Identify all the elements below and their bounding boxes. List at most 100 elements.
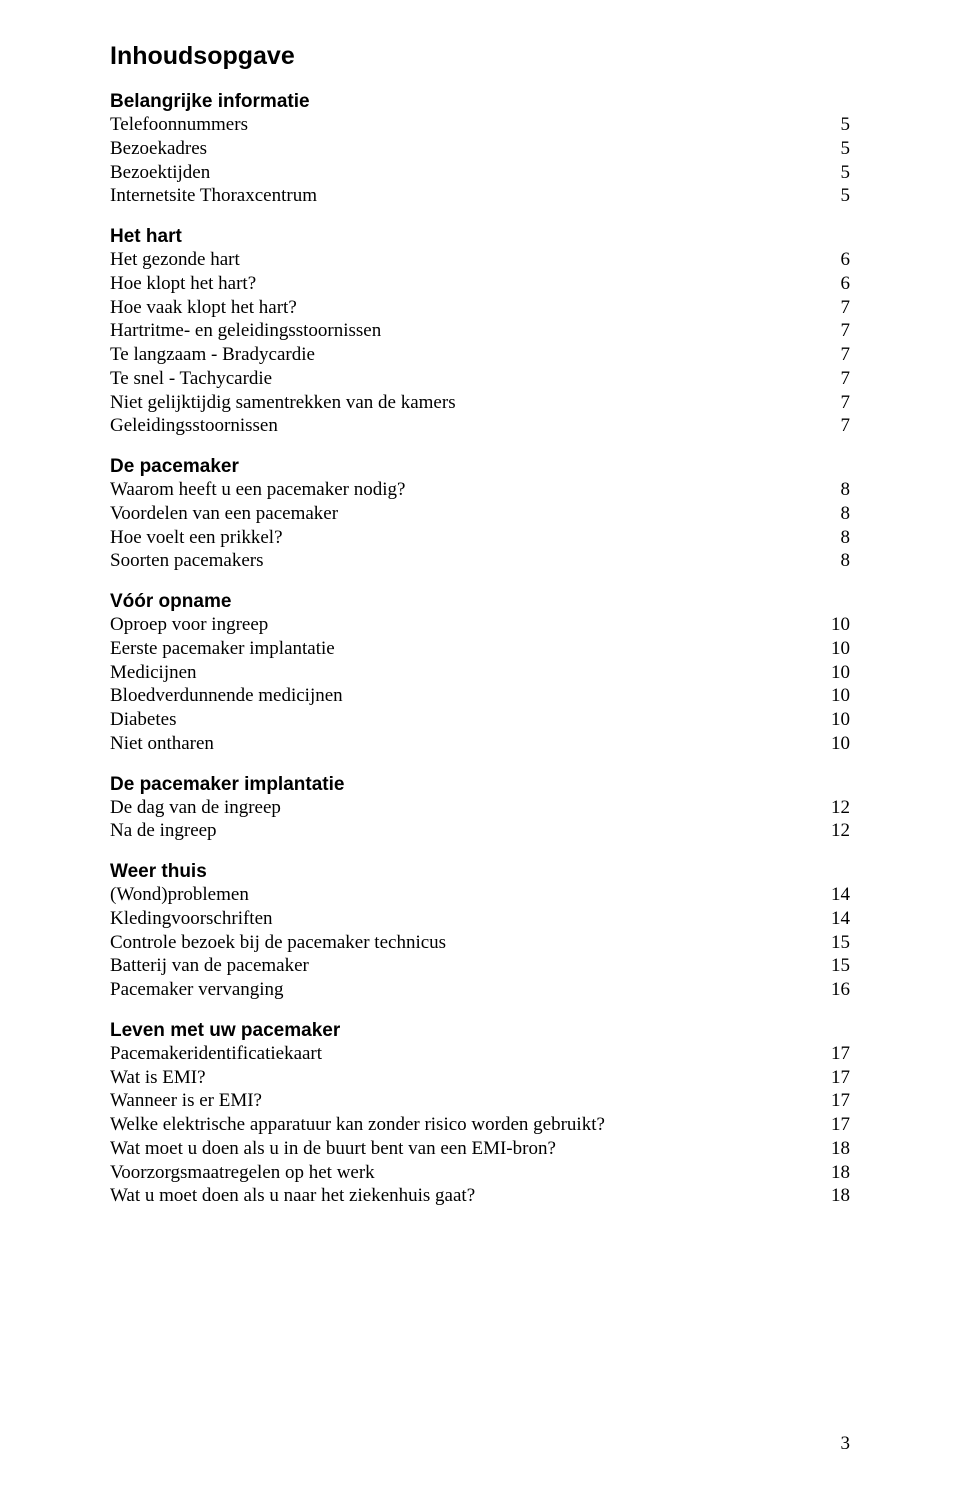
toc-entry-page: 10 [831,732,850,756]
toc-entry: Hoe klopt het hart? 6 [110,272,850,296]
toc-entry-page: 12 [831,819,850,843]
toc-entry-label: Wanneer is er EMI? [110,1089,815,1113]
toc-entry-page: 7 [841,414,851,438]
toc-entry-label: Te snel - Tachycardie [110,367,825,391]
toc-entry-page: 5 [841,161,851,185]
toc-entry-label: Voordelen van een pacemaker [110,502,825,526]
toc-entry-page: 10 [831,613,850,637]
toc-entry-label: Het gezonde hart [110,248,825,272]
section-heading: Het hart [110,226,850,248]
toc-entry: Voordelen van een pacemaker 8 [110,502,850,526]
toc-entry-page: 17 [831,1042,850,1066]
toc-entry-page: 7 [841,319,851,343]
toc-entry: Te snel - Tachycardie 7 [110,367,850,391]
toc-entry-label: Eerste pacemaker implantatie [110,637,815,661]
document-title: Inhoudsopgave [110,42,850,71]
toc-entry-label: Kledingvoorschriften [110,907,815,931]
toc-entry-page: 5 [841,184,851,208]
toc-entry-page: 10 [831,637,850,661]
toc-entry: Batterij van de pacemaker 15 [110,954,850,978]
toc-entry-page: 8 [841,478,851,502]
toc-entry: Controle bezoek bij de pacemaker technic… [110,931,850,955]
toc-entry: (Wond)problemen14 [110,883,850,907]
toc-entry-label: Voorzorgsmaatregelen op het werk [110,1161,815,1185]
toc-entry-page: 10 [831,708,850,732]
toc-entry-page: 16 [831,978,850,1002]
toc-entry: Pacemaker vervanging16 [110,978,850,1002]
toc-entry-page: 6 [841,272,851,296]
toc-entry: Na de ingreep 12 [110,819,850,843]
toc-entry-page: 12 [831,796,850,820]
toc-entry: Geleidingsstoornissen 7 [110,414,850,438]
toc-entry-label: Soorten pacemakers [110,549,825,573]
toc-entry: Oproep voor ingreep 10 [110,613,850,637]
toc-entry: Eerste pacemaker implantatie 10 [110,637,850,661]
toc-entry-page: 8 [841,526,851,550]
toc-container: Belangrijke informatieTelefoonnummers5Be… [110,91,850,1208]
toc-entry-page: 7 [841,391,851,415]
toc-entry: Waarom heeft u een pacemaker nodig? 8 [110,478,850,502]
toc-entry-label: Batterij van de pacemaker [110,954,815,978]
toc-entry-page: 18 [831,1137,850,1161]
toc-entry-page: 5 [841,137,851,161]
toc-entry-page: 10 [831,661,850,685]
toc-entry-label: Bezoektijden [110,161,825,185]
toc-entry-label: Internetsite Thoraxcentrum [110,184,825,208]
toc-entry: Het gezonde hart 6 [110,248,850,272]
toc-entry-label: Niet gelijktijdig samentrekken van de ka… [110,391,825,415]
toc-entry-page: 7 [841,296,851,320]
toc-entry-label: De dag van de ingreep [110,796,815,820]
toc-entry-page: 15 [831,954,850,978]
toc-entry: Wat u moet doen als u naar het ziekenhui… [110,1184,850,1208]
footer-page-number: 3 [841,1433,851,1455]
toc-entry: Wat is EMI?17 [110,1066,850,1090]
toc-entry-label: Wat u moet doen als u naar het ziekenhui… [110,1184,815,1208]
section-heading: Belangrijke informatie [110,91,850,113]
toc-entry-label: Medicijnen [110,661,815,685]
toc-entry: Internetsite Thoraxcentrum 5 [110,184,850,208]
toc-entry: Niet ontharen10 [110,732,850,756]
toc-entry: Hartritme- en geleidingsstoornissen 7 [110,319,850,343]
toc-entry: Medicijnen 10 [110,661,850,685]
page: Inhoudsopgave Belangrijke informatieTele… [0,0,960,1499]
toc-entry: Soorten pacemakers8 [110,549,850,573]
toc-entry: Wanneer is er EMI? 17 [110,1089,850,1113]
toc-entry-page: 8 [841,502,851,526]
toc-entry-page: 7 [841,367,851,391]
toc-entry: Kledingvoorschriften 14 [110,907,850,931]
toc-entry: Bezoekadres 5 [110,137,850,161]
toc-entry-label: Geleidingsstoornissen [110,414,825,438]
toc-entry-label: (Wond)problemen [110,883,815,907]
section-heading: De pacemaker [110,456,850,478]
toc-entry-page: 6 [841,248,851,272]
toc-entry-label: Bezoekadres [110,137,825,161]
toc-entry: Diabetes 10 [110,708,850,732]
section-heading: De pacemaker implantatie [110,774,850,796]
toc-entry-label: Diabetes [110,708,815,732]
toc-entry: Te langzaam - Bradycardie7 [110,343,850,367]
toc-entry-page: 18 [831,1161,850,1185]
toc-entry-label: Oproep voor ingreep [110,613,815,637]
toc-entry: Voorzorgsmaatregelen op het werk 18 [110,1161,850,1185]
toc-entry: Hoe vaak klopt het hart?7 [110,296,850,320]
toc-entry-label: Controle bezoek bij de pacemaker technic… [110,931,815,955]
toc-entry-label: Telefoonnummers [110,113,825,137]
toc-entry-label: Na de ingreep [110,819,815,843]
toc-entry-page: 14 [831,907,850,931]
toc-entry-page: 17 [831,1089,850,1113]
toc-entry-page: 17 [831,1066,850,1090]
toc-entry: Niet gelijktijdig samentrekken van de ka… [110,391,850,415]
toc-entry-label: Hoe klopt het hart? [110,272,825,296]
section-heading: Weer thuis [110,861,850,883]
toc-entry: Telefoonnummers 5 [110,113,850,137]
toc-entry-label: Welke elektrische apparatuur kan zonder … [110,1113,815,1137]
toc-entry: De dag van de ingreep 12 [110,796,850,820]
toc-entry-page: 5 [841,113,851,137]
toc-entry-label: Waarom heeft u een pacemaker nodig? [110,478,825,502]
toc-entry-label: Hartritme- en geleidingsstoornissen [110,319,825,343]
toc-entry: Bezoektijden 5 [110,161,850,185]
toc-entry-page: 7 [841,343,851,367]
toc-entry-page: 10 [831,684,850,708]
toc-entry-label: Bloedverdunnende medicijnen [110,684,815,708]
toc-entry-label: Wat moet u doen als u in de buurt bent v… [110,1137,815,1161]
